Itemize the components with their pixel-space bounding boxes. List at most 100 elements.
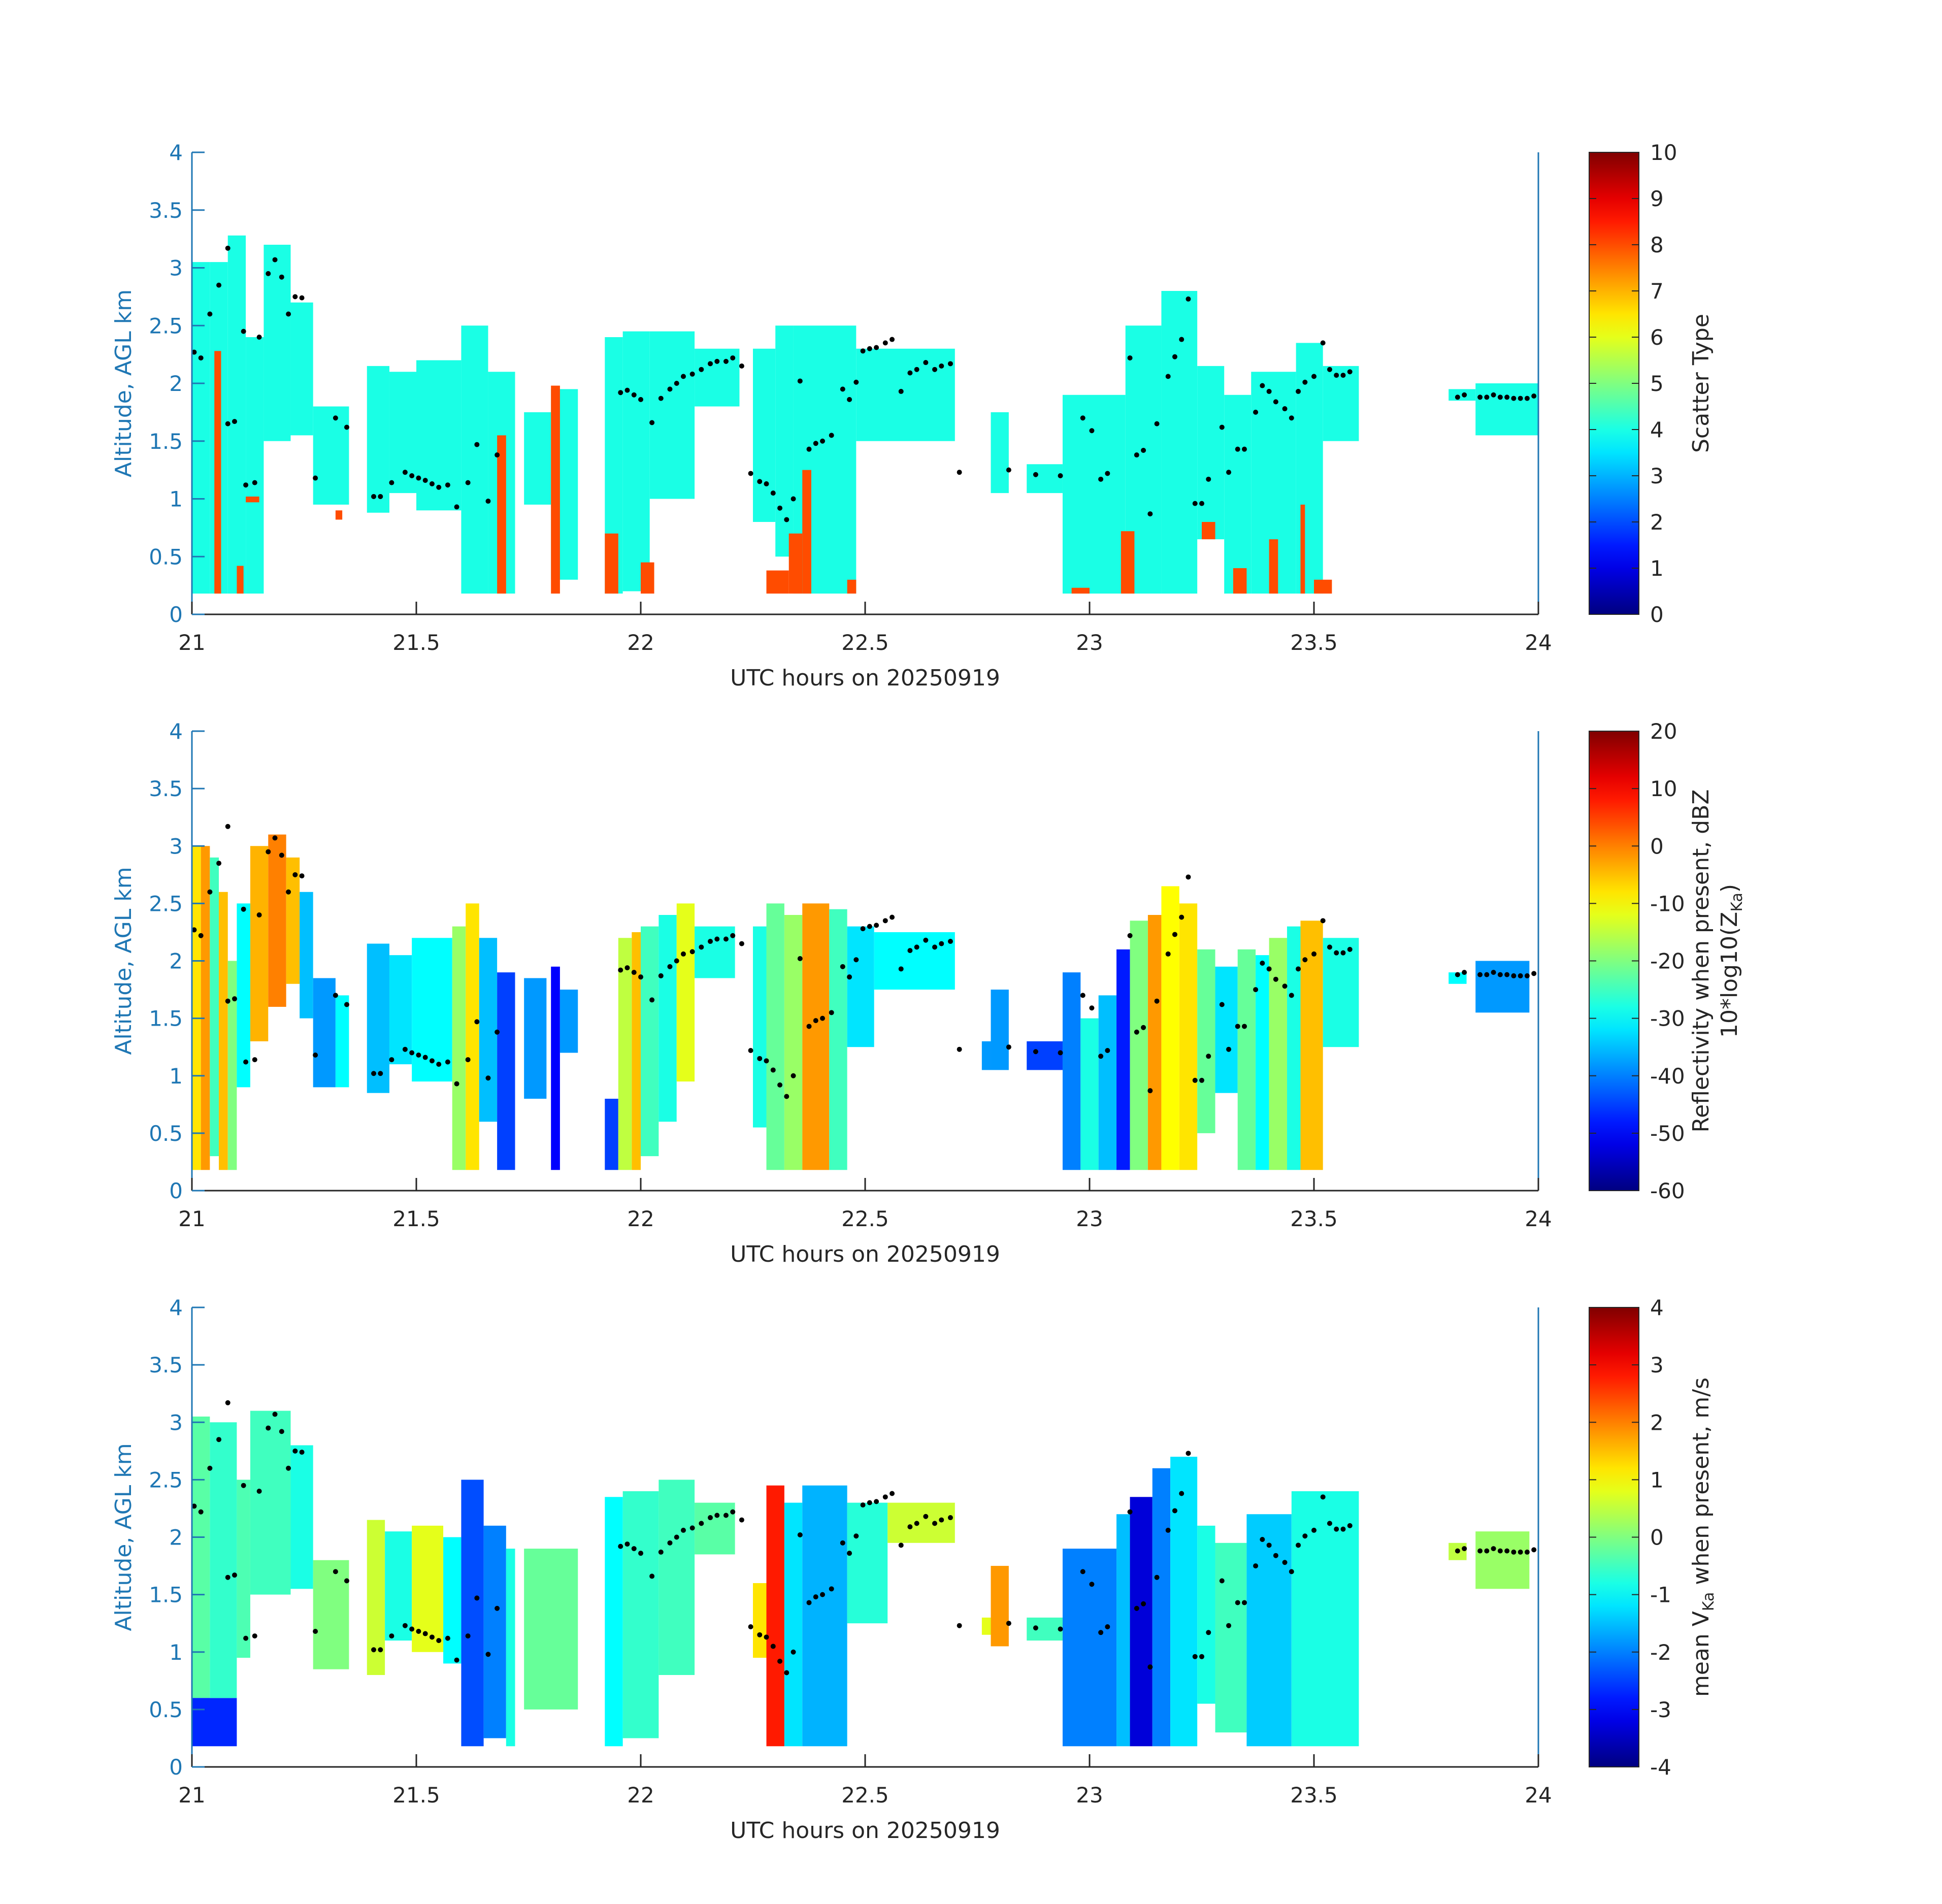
cloud-base-dot [378, 494, 383, 499]
data-column [313, 1560, 349, 1669]
data-column [264, 245, 291, 441]
cloud-base-dot [680, 374, 686, 379]
cloud-base-dot [216, 861, 222, 866]
cloud-base-dot [806, 446, 812, 452]
data-column [1287, 926, 1301, 1170]
cloud-base-dot [1199, 1077, 1204, 1083]
y-tick-label: 1.5 [149, 429, 183, 454]
cloud-base-dot [1199, 501, 1204, 506]
cloud-base-dot [667, 386, 673, 392]
cloud-base-dot [784, 517, 789, 522]
cloud-base-dot [1127, 933, 1133, 938]
cloud-base-dot [1206, 1630, 1211, 1635]
data-column [1269, 938, 1287, 1170]
data-column [1475, 961, 1530, 1013]
colorbar-tick-label: 7 [1650, 279, 1664, 304]
cloud-base-dot [860, 926, 866, 932]
cloud-base-dot [191, 349, 197, 355]
x-tick-label: 23.5 [1290, 1783, 1338, 1808]
data-column [1116, 1514, 1130, 1747]
data-column [618, 938, 632, 1170]
data-column [192, 262, 210, 594]
scatter-type-bar [847, 579, 857, 594]
scatter-type-bar [766, 570, 789, 594]
cloud-base-dot [914, 1521, 919, 1526]
cloud-base-dot [272, 257, 278, 262]
cloud-base-dot [638, 974, 643, 980]
cloud-base-dot [1347, 369, 1353, 375]
cloud-base-dot [333, 415, 338, 421]
scatter-type-bar [802, 470, 811, 594]
cloud-base-dot [252, 1057, 257, 1063]
cloud-base-dot [1311, 374, 1316, 379]
cloud-base-dot [791, 1649, 796, 1655]
x-tick-label: 22.5 [841, 630, 889, 655]
cloud-base-dot [216, 282, 222, 288]
data-column [1179, 903, 1198, 1170]
cloud-base-dot [618, 390, 623, 396]
cloud-base-dot [1172, 1508, 1177, 1514]
cloud-base-dot [882, 918, 888, 924]
colorbar [1589, 1307, 1639, 1767]
cloud-base-dot [820, 438, 826, 444]
cloud-base-dot [1504, 395, 1510, 400]
cloud-base-dot [225, 421, 231, 426]
cloud-base-dot [1340, 373, 1346, 378]
cloud-base-dot [813, 1018, 818, 1024]
cloud-base-dot [272, 1411, 278, 1417]
x-axis-label: UTC hours on 20250919 [730, 665, 1000, 691]
cloud-base-dot [225, 1574, 231, 1580]
colorbar-label: mean VKa when present, m/s [1688, 1377, 1718, 1697]
cloud-base-dot [1098, 1054, 1104, 1059]
cloud-base-dot [1518, 973, 1523, 978]
data-column [991, 990, 1009, 1070]
cloud-base-dot [445, 1635, 450, 1641]
cloud-base-dot [1484, 395, 1490, 400]
x-tick-label: 21 [178, 1206, 205, 1231]
cloud-base-dot [658, 1549, 664, 1555]
y-tick-label: 4 [169, 140, 183, 165]
cloud-base-dot [890, 1491, 895, 1496]
data-column [784, 1502, 803, 1747]
cloud-base-dot [286, 311, 291, 317]
data-column [887, 1502, 955, 1543]
scatter-type-bar [551, 385, 560, 594]
colorbar-tick-label: 0 [1650, 834, 1664, 859]
cloud-base-dot [389, 480, 394, 485]
colorbar-sublabel: 10*log10(ZKa) [1717, 884, 1746, 1038]
cloud-base-dot [1266, 388, 1272, 394]
cloud-base-dot [191, 927, 197, 933]
cloud-base-dot [777, 1082, 783, 1088]
cloud-base-dot [957, 470, 962, 475]
cloud-base-dot [1199, 1654, 1204, 1659]
x-tick-label: 23.5 [1290, 1206, 1338, 1231]
cloud-base-dot [409, 473, 415, 478]
data-column [192, 1416, 210, 1698]
scatter-type-bar [237, 566, 244, 594]
cloud-base-dot [882, 340, 888, 346]
cloud-base-dot [860, 348, 866, 354]
data-column [1170, 1457, 1198, 1747]
cloud-base-dot [333, 993, 338, 998]
cloud-base-dot [1098, 476, 1104, 482]
colorbar-label: Reflectivity when present, dBZ [1688, 790, 1714, 1133]
cloud-base-dot [286, 1465, 291, 1471]
cloud-base-dot [1134, 1605, 1139, 1611]
cloud-base-dot [957, 1046, 962, 1052]
cloud-base-dot [1260, 383, 1265, 388]
cloud-base-dot [1098, 1630, 1104, 1635]
cloud-base-dot [256, 912, 262, 917]
cloud-base-dot [898, 1542, 904, 1548]
data-column [1246, 1514, 1292, 1747]
cloud-base-dot [708, 361, 713, 367]
data-column [847, 926, 874, 1047]
cloud-base-dot [495, 452, 500, 458]
cloud-base-dot [286, 889, 291, 895]
data-column [237, 1480, 250, 1658]
cloud-base-dot [1241, 446, 1247, 452]
cloud-base-dot [256, 1489, 262, 1494]
data-column [1062, 395, 1126, 594]
cloud-base-dot [429, 1058, 435, 1064]
cloud-base-dot [847, 1551, 852, 1556]
cloud-base-dot [1080, 415, 1085, 421]
